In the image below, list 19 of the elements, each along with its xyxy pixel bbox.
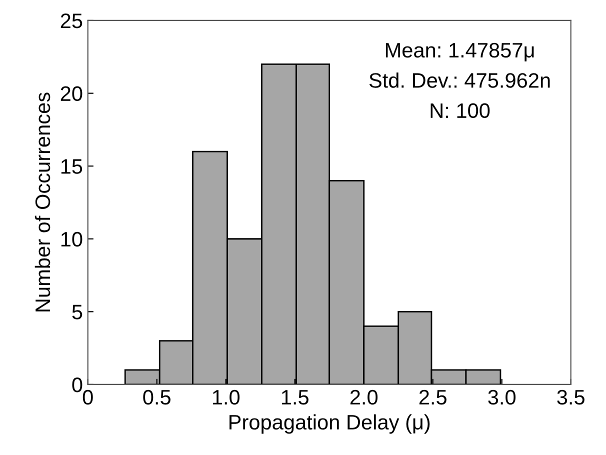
x-tick-label: 0.5 xyxy=(143,390,170,405)
y-tick-label: 15 xyxy=(61,159,82,174)
y-tick-label: 0 xyxy=(72,377,82,392)
x-tick-label: 3.5 xyxy=(557,390,584,405)
x-tick-label: 3.0 xyxy=(488,390,516,405)
y-axis-title: Number of Occurrences xyxy=(34,92,50,312)
x-tick-label: 1.5 xyxy=(282,390,308,405)
x-tick-label: 0 xyxy=(82,390,93,405)
x-axis-title: Propagation Delay (μ) xyxy=(230,414,430,434)
x-tick-label: 2.0 xyxy=(350,390,378,405)
annotation: Mean: 1.47857μ xyxy=(386,42,534,62)
y-tick-label: 5 xyxy=(72,304,82,320)
y-tick-label: 20 xyxy=(60,86,82,102)
annotation: Std. Dev.: 475.962n xyxy=(369,72,550,88)
annotation: N: 100 xyxy=(430,103,490,118)
x-tick-label: 2.5 xyxy=(419,390,446,405)
x-tick-label: 1.0 xyxy=(212,390,240,405)
y-tick-label: 10 xyxy=(61,232,82,247)
y-tick-label: 25 xyxy=(60,13,82,28)
